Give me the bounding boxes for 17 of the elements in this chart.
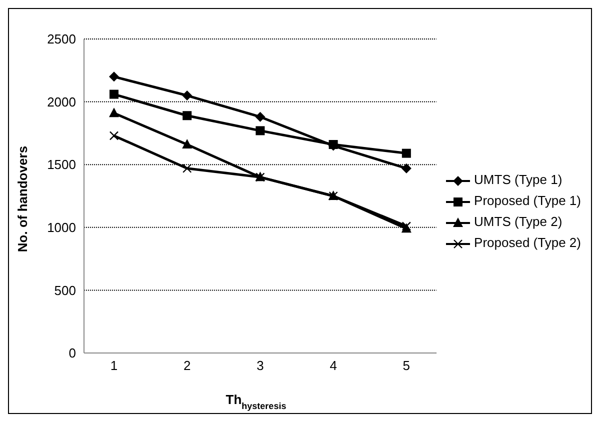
- x-tick-label: 5: [402, 358, 410, 374]
- legend-label: UMTS (Type 2): [473, 214, 564, 229]
- y-tick-label: 2500: [47, 32, 76, 47]
- y-tick-label: 1500: [47, 157, 76, 172]
- x-axis-title: Th$_{hysteresis}$: [226, 392, 286, 411]
- legend-label: Proposed (Type 2): [473, 235, 581, 250]
- x-tick-label: 3: [256, 358, 264, 374]
- y-tick-label: 0: [68, 346, 76, 361]
- x-tick-label: 1: [110, 358, 118, 374]
- y-tick-label: 500: [54, 282, 76, 298]
- legend-label: Proposed (Type 1): [473, 193, 581, 208]
- legend-label: UMTS (Type 1): [473, 172, 564, 187]
- y-tick-label: 1000: [47, 220, 76, 236]
- y-axis-title: No. of handovers: [15, 146, 30, 252]
- x-tick-label: 2: [183, 358, 191, 374]
- x-tick-label: 4: [330, 358, 337, 374]
- y-tick-label: 2000: [47, 94, 76, 110]
